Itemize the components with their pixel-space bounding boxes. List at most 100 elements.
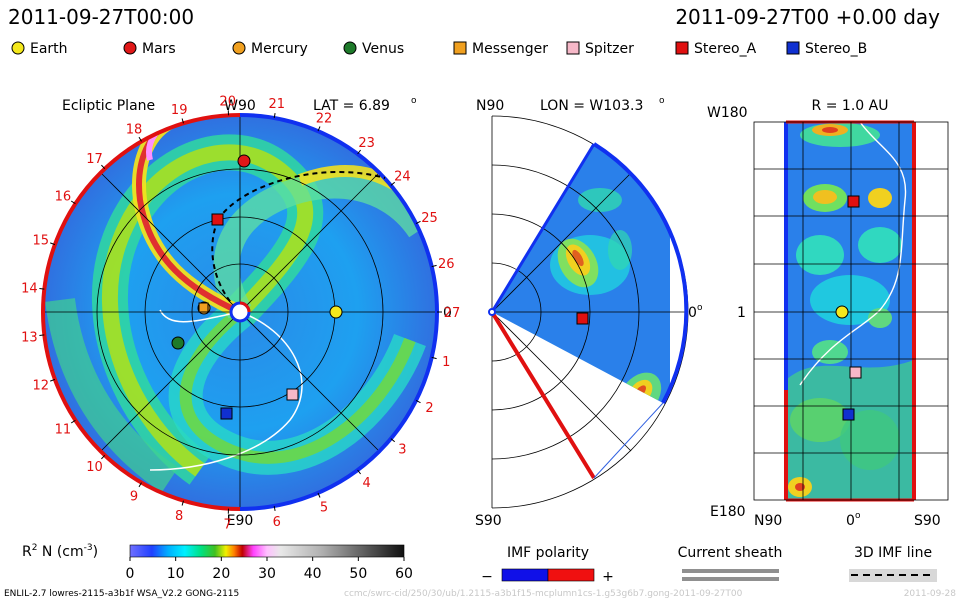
carrington-label-1: 1	[442, 355, 450, 370]
carrington-tick	[415, 220, 421, 225]
stereo-b-marker	[220, 407, 233, 420]
mars-marker	[237, 154, 251, 168]
carrington-tick	[138, 136, 142, 142]
carrington-label-2: 2	[425, 401, 433, 416]
unwrapped-stereo-b-marker	[842, 408, 855, 421]
legend-mars-icon	[123, 41, 137, 55]
carrington-label-23: 23	[358, 136, 375, 151]
carrington-label-21: 21	[269, 97, 286, 112]
carrington-label-17: 17	[86, 152, 103, 167]
carrington-tick	[39, 334, 45, 336]
sheath-title: Current sheath	[678, 545, 783, 561]
carrington-label-12: 12	[33, 379, 50, 394]
unwrapped-mid-left-label: 1	[737, 305, 746, 321]
colorbar: R2 N (cm-3) 0 10 20 30 40 50 60	[22, 543, 413, 582]
carrington-tick	[415, 399, 421, 404]
carrington-label-22: 22	[316, 111, 333, 126]
legend-venus-icon	[343, 41, 357, 55]
meridional-bottom-label: S90	[475, 513, 502, 529]
legend-mars-label: Mars	[142, 41, 176, 57]
ecliptic-title: Ecliptic Plane	[62, 98, 155, 114]
legend-venus-label: Venus	[362, 41, 404, 57]
unwrapped-panel: R = 1.0 AU W180 1 E180 N90 0 o S90	[707, 98, 949, 529]
carrington-label-13: 13	[21, 331, 38, 346]
carrington-label-14: 14	[21, 281, 38, 296]
colorbar-tick-0: 0	[126, 566, 135, 582]
colorbar-tick-10: 10	[167, 566, 185, 582]
footer-date: 2011-09-28	[904, 589, 957, 599]
carrington-label-24: 24	[394, 170, 411, 185]
lon-degree-sup: o	[659, 96, 665, 106]
carrington-label-15: 15	[33, 234, 50, 249]
spitzer-marker	[286, 388, 299, 401]
ecliptic-panel: Ecliptic Plane W90 E90 0 LAT = 6.89 o 12…	[21, 94, 460, 532]
ecliptic-zero-label: 0	[443, 305, 452, 321]
carrington-tick	[50, 242, 56, 246]
object-legend: Earth Mars Mercury Venus Messenger Spitzer Ste…	[11, 41, 867, 57]
legend-spitzer-label: Spitzer	[585, 41, 634, 57]
carrington-tick	[70, 419, 76, 424]
colorbar-tick-60: 60	[395, 566, 413, 582]
legend-messenger-icon	[453, 41, 467, 55]
carrington-label-11: 11	[55, 423, 72, 438]
colorbar-tick-50: 50	[349, 566, 367, 582]
carrington-label-25: 25	[421, 211, 438, 226]
legend-earth-label: Earth	[30, 41, 68, 57]
stereo-a-marker	[211, 213, 224, 226]
legend-spitzer-icon	[566, 41, 580, 55]
colorbar-tick-40: 40	[304, 566, 322, 582]
imf-minus: −	[481, 569, 493, 585]
unwrapped-r-label: R = 1.0 AU	[812, 98, 889, 114]
current-sheath-legend: Current sheath	[678, 545, 783, 581]
footer-run: ccmc/swrc-cid/250/30/ub/1.2115-a3b1f15-m…	[344, 589, 743, 599]
carrington-label-6: 6	[273, 515, 281, 530]
carrington-tick	[390, 181, 396, 186]
carrington-tick	[181, 118, 184, 124]
carrington-tick	[357, 149, 362, 155]
earth-marker	[329, 305, 343, 319]
carrington-label-27: 27	[444, 306, 461, 321]
imf-polarity-legend: IMF polarity − +	[481, 545, 614, 585]
time-right: 2011-09-27T00 +0.00 day	[675, 5, 940, 29]
imf-title: IMF polarity	[507, 545, 589, 561]
legend-stereo-a-label: Stereo_A	[694, 41, 757, 57]
carrington-tick	[357, 469, 362, 475]
imf-negative-swatch	[501, 568, 549, 582]
carrington-tick	[390, 438, 396, 443]
unwrapped-x-mid-label: 0	[846, 513, 855, 529]
messenger-marker	[198, 302, 209, 313]
carrington-tick	[138, 482, 142, 488]
carrington-label-10: 10	[86, 460, 103, 475]
unwrapped-earth-marker	[835, 305, 849, 319]
imf-positive-swatch	[547, 568, 595, 582]
meridional-zero-sup: o	[697, 303, 703, 313]
carrington-label-3: 3	[398, 442, 406, 457]
ecliptic-top-label: W90	[224, 98, 256, 114]
carrington-label-9: 9	[130, 490, 138, 505]
legend-messenger-label: Messenger	[472, 41, 548, 57]
carrington-tick	[39, 288, 45, 290]
carrington-label-7: 7	[224, 518, 232, 533]
lat-degree-sup: o	[411, 96, 417, 106]
legend-earth-icon	[11, 41, 25, 55]
meridional-panel: N90 LON = W103.3 o S90 0 o	[475, 96, 703, 529]
carrington-tick	[101, 454, 106, 460]
legend-stereo-a-icon	[675, 41, 689, 55]
imf3d-title: 3D IMF line	[854, 545, 932, 561]
ecliptic-lat-label: LAT = 6.89	[313, 98, 390, 114]
carrington-tick	[273, 505, 276, 511]
carrington-tick	[50, 378, 56, 382]
carrington-label-19: 19	[171, 103, 188, 118]
carrington-label-20: 20	[219, 94, 236, 109]
colorbar-tick-30: 30	[258, 566, 276, 582]
carrington-label-26: 26	[438, 257, 455, 272]
meridional-zero-label: 0	[688, 305, 697, 321]
carrington-tick	[317, 492, 321, 498]
legend-mercury-icon	[232, 41, 246, 55]
carrington-label-5: 5	[320, 501, 328, 516]
carrington-label-8: 8	[175, 509, 183, 524]
meridional-lon-label: LON = W103.3	[540, 98, 643, 114]
venus-marker	[171, 336, 185, 350]
unwrapped-spitzer-marker	[849, 366, 862, 379]
unwrapped-x-mid-sup: o	[855, 511, 861, 521]
